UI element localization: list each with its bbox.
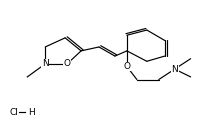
Text: O: O: [64, 59, 71, 68]
Text: H: H: [28, 108, 34, 117]
Text: O: O: [123, 62, 130, 71]
Text: N: N: [42, 59, 49, 68]
Text: Cl: Cl: [9, 108, 18, 117]
Text: N: N: [171, 65, 178, 74]
